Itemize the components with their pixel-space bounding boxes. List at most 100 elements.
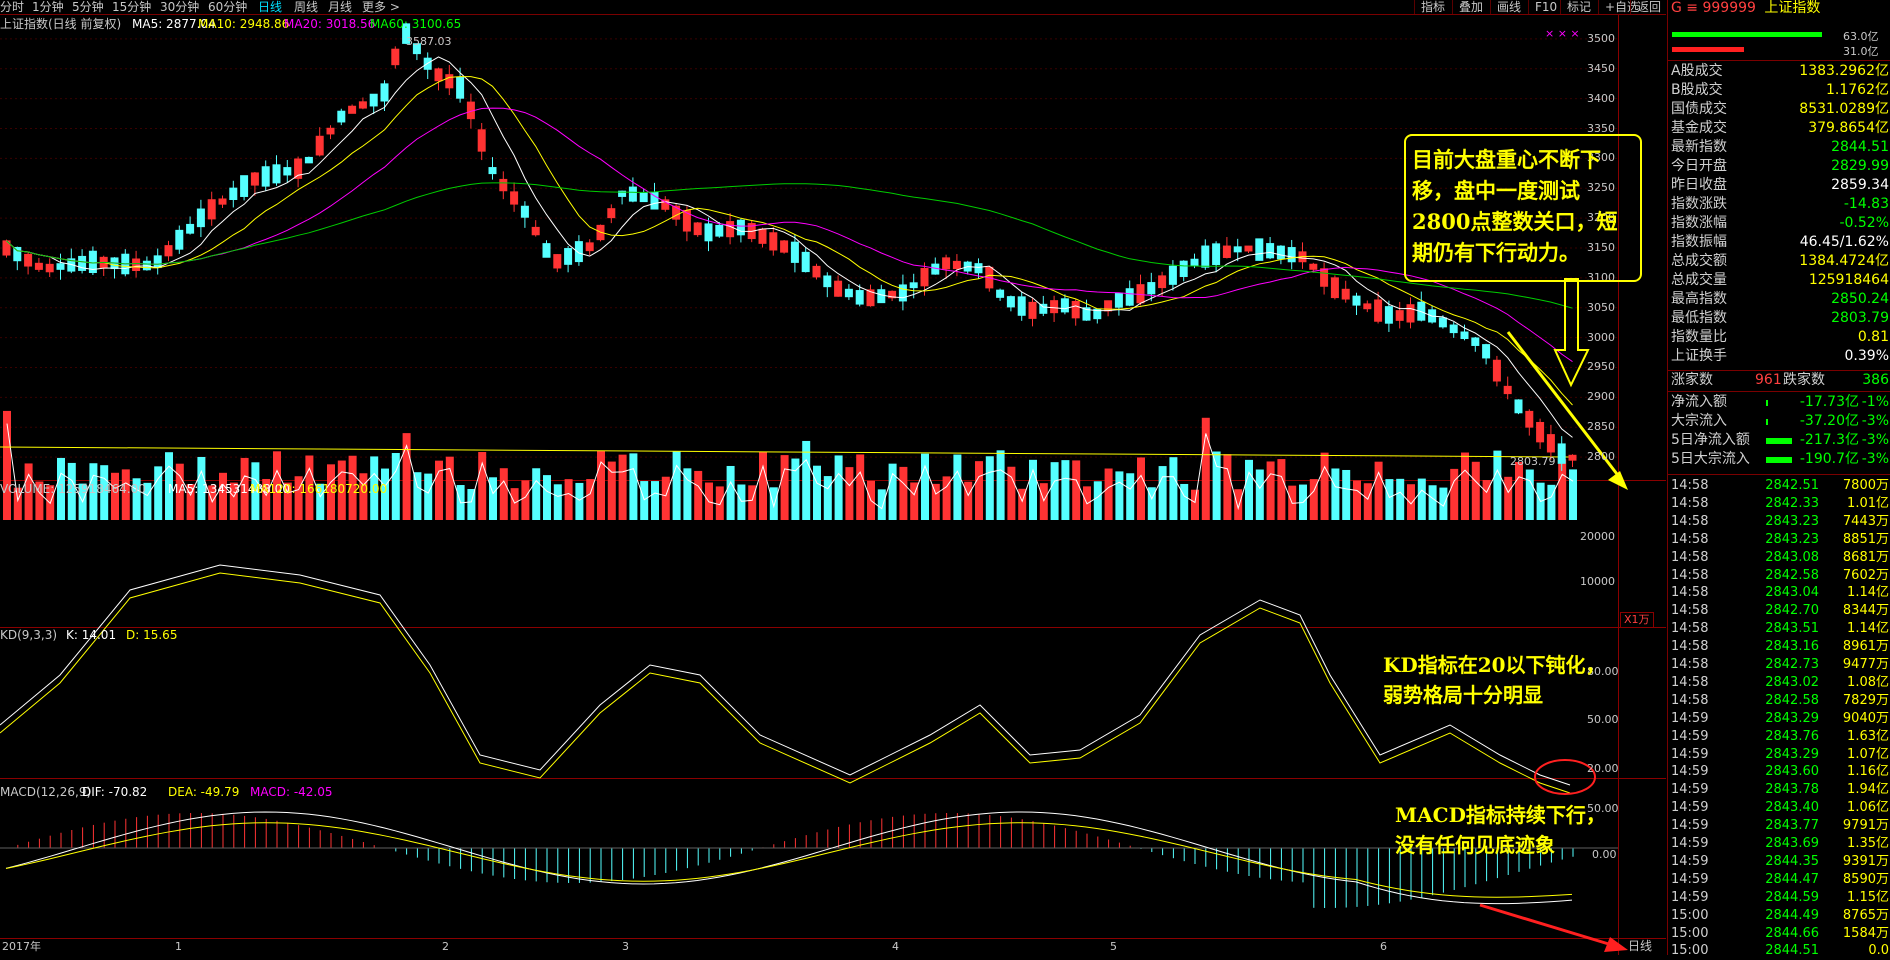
tab-weekly[interactable]: 周线 (294, 0, 319, 14)
tick-time: 14:58 (1671, 531, 1709, 547)
tab-timeshare[interactable]: 分时 (0, 0, 25, 14)
tab-15min[interactable]: 15分钟 (112, 0, 152, 14)
overlay-button[interactable]: 叠加 (1452, 0, 1489, 14)
candle-body (412, 43, 421, 55)
candle-body (1147, 282, 1156, 295)
kline-chart[interactable] (0, 15, 1666, 955)
candle-body (1082, 307, 1091, 321)
volume-bar (1407, 484, 1415, 520)
kd-annotation-line-2: 弱势格局十分明显 (1383, 683, 1543, 707)
candle-body (45, 263, 54, 273)
stat-label: 总成交量 (1671, 272, 1727, 288)
tick-time: 14:58 (1671, 549, 1709, 565)
draw-line-button[interactable]: 画线 (1490, 0, 1527, 14)
candle-body (834, 280, 843, 297)
candle-body (1006, 296, 1015, 308)
flow-bar (1766, 457, 1792, 463)
price-axis-label: 3300 (1587, 151, 1615, 165)
volume-bar (597, 450, 605, 520)
candle-body (358, 101, 367, 109)
volume-bar (305, 455, 314, 520)
macd-annotation: MACD指标持续下行， 没有任何见底迹象 (1395, 800, 1606, 860)
volume-bar (1158, 466, 1167, 520)
stat-label: 指数涨跌 (1671, 196, 1727, 212)
volume-bar (1255, 469, 1264, 520)
volume-bar (694, 470, 703, 520)
volume-bar (1018, 488, 1027, 520)
candle-body (272, 164, 281, 184)
main-annotation-line-4: 期仍有下行动力。 (1412, 240, 1580, 265)
tick-time: 14:58 (1671, 478, 1709, 493)
tick-time: 14:58 (1671, 585, 1709, 601)
indicator-button[interactable]: 指标 (1414, 0, 1451, 14)
tick-price: 2844.49 (1765, 907, 1819, 923)
kd-annotation-line-1: KD指标在20以下钝化， (1383, 653, 1606, 677)
stat-value: 2850.24 (1831, 291, 1889, 307)
candle-body (78, 255, 87, 271)
volume-bar (651, 481, 659, 520)
candle-body (1244, 245, 1253, 252)
stat-row: 总成交量 125918464 (1671, 272, 1889, 289)
buy-volume-value: 63.0亿 (1843, 30, 1879, 43)
mark-button[interactable]: 标记 (1560, 0, 1597, 14)
back-button[interactable]: 返回 (1630, 0, 1667, 14)
tab-daily[interactable]: 日线 (258, 0, 283, 14)
tab-30min[interactable]: 30分钟 (160, 0, 200, 14)
ma10-line (6, 76, 1573, 406)
candle-body (898, 284, 907, 302)
volume-bar (629, 453, 638, 520)
tick-volume: 8765万 (1842, 907, 1889, 923)
volume-bar (13, 487, 22, 520)
candle-body (380, 83, 389, 102)
candle-body (1320, 268, 1329, 287)
candle-body (402, 23, 411, 44)
tick-volume: 7443万 (1842, 513, 1889, 529)
high-price-label: 3587.03 (406, 35, 452, 48)
volume-bar (24, 463, 33, 520)
volume-axis-20000: 20000 (1580, 530, 1615, 543)
volume-bar (132, 478, 141, 520)
volume-bar (780, 455, 789, 520)
volume-bar (564, 479, 573, 520)
candle-body (283, 167, 292, 176)
tick-price: 2844.51 (1765, 943, 1819, 959)
volume-bar (1547, 484, 1556, 520)
tick-volume: 1.14亿 (1847, 621, 1889, 637)
volume-bar (1363, 483, 1372, 520)
tab-more[interactable]: 更多 > (362, 0, 400, 14)
volume-bar (240, 457, 249, 520)
stat-value: 2829.99 (1831, 158, 1889, 174)
volume-bar (1147, 487, 1156, 520)
candle-body (1525, 410, 1534, 428)
tick-volume: 9477万 (1842, 657, 1889, 672)
tick-price: 2842.58 (1765, 567, 1819, 583)
tick-row: 14:58 2843.23 8851万 (1671, 531, 1889, 549)
tick-row: 14:59 2843.76 1.63亿 (1671, 728, 1889, 746)
candle-body (1201, 245, 1210, 268)
candle-body (1168, 265, 1177, 285)
tick-row: 15:00 2844.51 0.0 (1671, 942, 1889, 960)
stat-label: 今日开盘 (1671, 158, 1727, 174)
volume-bar (1191, 489, 1199, 520)
tick-time: 14:59 (1671, 782, 1709, 798)
volume-bar (1223, 454, 1232, 520)
volume-bar (845, 467, 854, 520)
tab-monthly[interactable]: 月线 (328, 0, 353, 14)
tab-5min[interactable]: 5分钟 (72, 0, 104, 14)
main-annotation-line-3: 2800点整数关口，短 (1412, 209, 1618, 234)
tab-60min[interactable]: 60分钟 (208, 0, 248, 14)
volume-bar (100, 465, 109, 520)
volume-bar (175, 463, 184, 520)
stat-value: 46.45/1.62% (1799, 234, 1889, 250)
f10-button[interactable]: F10 (1528, 0, 1563, 14)
volume-bar (1104, 468, 1113, 520)
macd-annotation-line-1: MACD指标持续下行， (1395, 803, 1606, 827)
stat-row: A股成交 1383.2962亿 (1671, 63, 1889, 80)
tab-1min[interactable]: 1分钟 (32, 0, 64, 14)
annotation-arrows (1479, 278, 1628, 952)
candle-body (1460, 331, 1469, 340)
candle-body (218, 198, 227, 205)
date-axis-3: 3 (622, 940, 629, 953)
bottom-tab-daily[interactable]: 日线 (1628, 939, 1653, 953)
candle-body (391, 48, 400, 66)
